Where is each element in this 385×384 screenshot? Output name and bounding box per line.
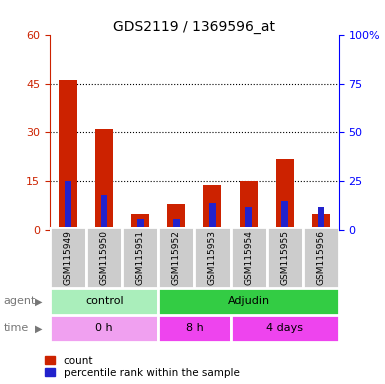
- Bar: [231, 315, 339, 342]
- Text: 4 days: 4 days: [266, 323, 303, 333]
- Text: GSM115953: GSM115953: [208, 230, 217, 285]
- Bar: [173, 218, 180, 230]
- Text: GSM115951: GSM115951: [136, 230, 145, 285]
- Bar: [158, 227, 194, 288]
- Text: agent: agent: [4, 296, 36, 306]
- Bar: [167, 204, 186, 230]
- Text: 8 h: 8 h: [186, 323, 203, 333]
- Bar: [50, 288, 158, 315]
- Bar: [303, 227, 339, 288]
- Text: GSM115952: GSM115952: [172, 230, 181, 285]
- Bar: [276, 159, 294, 230]
- Bar: [194, 227, 231, 288]
- Bar: [318, 207, 324, 230]
- Bar: [50, 227, 86, 288]
- Text: control: control: [85, 296, 124, 306]
- Text: ▶: ▶: [35, 323, 42, 333]
- Bar: [203, 185, 221, 230]
- Text: GSM115954: GSM115954: [244, 230, 253, 285]
- Bar: [101, 195, 107, 230]
- Bar: [158, 288, 339, 315]
- Bar: [281, 201, 288, 230]
- Bar: [59, 80, 77, 230]
- Text: GSM115956: GSM115956: [316, 230, 325, 285]
- Bar: [95, 129, 113, 230]
- Text: ▶: ▶: [35, 296, 42, 306]
- Bar: [158, 315, 231, 342]
- Bar: [131, 214, 149, 230]
- Bar: [239, 182, 258, 230]
- Legend: count, percentile rank within the sample: count, percentile rank within the sample: [44, 355, 240, 379]
- Bar: [266, 227, 303, 288]
- Bar: [65, 182, 71, 230]
- Bar: [245, 207, 252, 230]
- Text: GSM115949: GSM115949: [64, 230, 73, 285]
- Text: GSM115955: GSM115955: [280, 230, 289, 285]
- Bar: [231, 227, 266, 288]
- Bar: [86, 227, 122, 288]
- Bar: [137, 218, 144, 230]
- Title: GDS2119 / 1369596_at: GDS2119 / 1369596_at: [114, 20, 275, 33]
- Bar: [209, 203, 216, 230]
- Text: GSM115950: GSM115950: [100, 230, 109, 285]
- Text: time: time: [4, 323, 29, 333]
- Bar: [122, 227, 158, 288]
- Bar: [312, 214, 330, 230]
- Bar: [50, 315, 158, 342]
- Text: Adjudin: Adjudin: [228, 296, 270, 306]
- Text: 0 h: 0 h: [95, 323, 113, 333]
